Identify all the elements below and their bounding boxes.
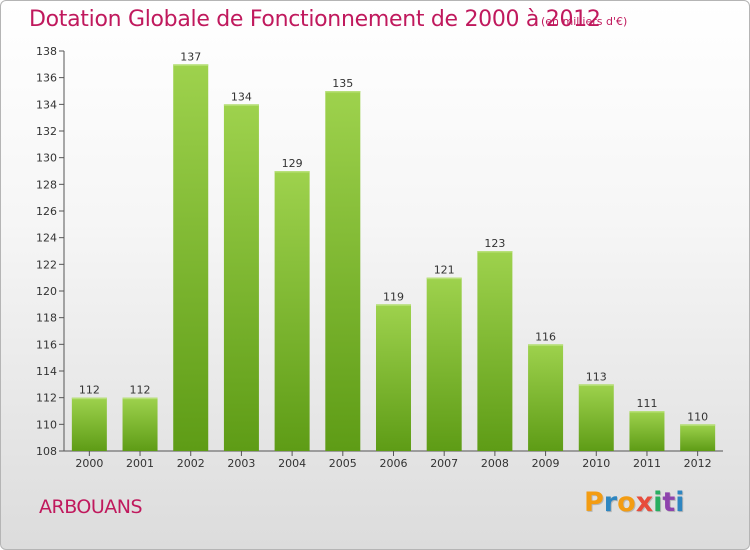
x-tick-label: 2007 xyxy=(430,457,458,470)
proxiti-logo: Proxiti xyxy=(584,487,685,518)
bar-value-label: 134 xyxy=(231,90,252,103)
chart-subtitle: (en milliers d'€) xyxy=(541,15,628,28)
bar-top-highlight xyxy=(578,384,614,386)
bar xyxy=(528,344,564,451)
logo-letter: P xyxy=(584,487,604,518)
logo-letter: o xyxy=(617,487,636,518)
bar-value-label: 112 xyxy=(130,384,151,397)
bar xyxy=(223,104,259,451)
x-tick-label: 2001 xyxy=(126,457,154,470)
bar-top-highlight xyxy=(325,91,361,93)
logo-letter: i xyxy=(653,487,663,518)
bar-top-highlight xyxy=(223,104,259,106)
bar-top-highlight xyxy=(426,277,462,280)
bar-top-highlight xyxy=(122,397,158,400)
bar xyxy=(629,411,665,451)
y-tick-label: 118 xyxy=(36,312,57,325)
bar xyxy=(477,251,513,451)
logo-letter: x xyxy=(635,487,654,518)
logo-letter: r xyxy=(603,487,618,518)
bar-top-highlight xyxy=(71,397,107,400)
x-tick-label: 2012 xyxy=(684,457,712,470)
x-tick-label: 2011 xyxy=(633,457,661,470)
y-tick-label: 134 xyxy=(36,98,57,111)
bar-top-highlight xyxy=(629,411,665,413)
bar-top-highlight xyxy=(477,251,513,253)
y-tick-label: 120 xyxy=(36,285,57,298)
bar-value-label: 129 xyxy=(282,157,303,170)
bar-value-label: 110 xyxy=(687,410,708,423)
bar xyxy=(122,397,158,451)
bar-top-highlight xyxy=(528,344,564,346)
bar-value-label: 112 xyxy=(79,384,100,397)
chart-title: Dotation Globale de Fonctionnement de 20… xyxy=(29,7,601,32)
y-tick-label: 132 xyxy=(36,125,57,138)
bar-value-label: 137 xyxy=(180,50,201,63)
x-tick-label: 2005 xyxy=(329,457,357,470)
commune-name: ARBOUANS xyxy=(39,496,143,518)
y-tick-label: 108 xyxy=(36,445,57,458)
bar xyxy=(680,424,716,451)
bar-value-label: 121 xyxy=(434,264,455,277)
bar-value-label: 111 xyxy=(636,397,657,410)
bar-top-highlight xyxy=(274,171,310,173)
bar xyxy=(376,304,411,451)
x-tick-label: 2003 xyxy=(227,457,255,470)
x-tick-label: 2008 xyxy=(481,457,509,470)
bar xyxy=(325,91,361,451)
y-tick-label: 110 xyxy=(36,418,57,431)
x-tick-label: 2002 xyxy=(177,457,205,470)
x-tick-label: 2004 xyxy=(278,457,306,470)
y-tick-label: 126 xyxy=(36,205,57,218)
bar xyxy=(274,171,310,451)
y-tick-label: 122 xyxy=(36,258,57,271)
bar xyxy=(71,397,107,451)
y-tick-label: 124 xyxy=(36,232,57,245)
x-tick-label: 2009 xyxy=(532,457,560,470)
bar-value-label: 113 xyxy=(586,370,607,383)
y-tick-label: 112 xyxy=(36,392,57,405)
bar-top-highlight xyxy=(173,64,209,66)
bar xyxy=(426,277,462,451)
bar-value-label: 135 xyxy=(332,77,353,90)
y-tick-label: 138 xyxy=(36,45,57,58)
y-tick-label: 128 xyxy=(36,178,57,191)
y-tick-label: 136 xyxy=(36,72,57,85)
y-tick-label: 116 xyxy=(36,338,57,351)
x-tick-label: 2010 xyxy=(582,457,610,470)
bar-value-label: 116 xyxy=(535,330,556,343)
x-tick-label: 2000 xyxy=(75,457,103,470)
logo-letter: t xyxy=(662,487,676,518)
bar xyxy=(578,384,614,451)
x-tick-label: 2006 xyxy=(380,457,408,470)
bar xyxy=(173,64,209,452)
bar-value-label: 123 xyxy=(484,237,505,250)
bar-top-highlight xyxy=(376,304,411,306)
logo-letter: i xyxy=(675,487,685,518)
bar-top-highlight xyxy=(680,424,716,426)
bar-value-label: 119 xyxy=(383,290,404,303)
y-tick-label: 130 xyxy=(36,152,57,165)
y-tick-label: 114 xyxy=(36,365,57,378)
